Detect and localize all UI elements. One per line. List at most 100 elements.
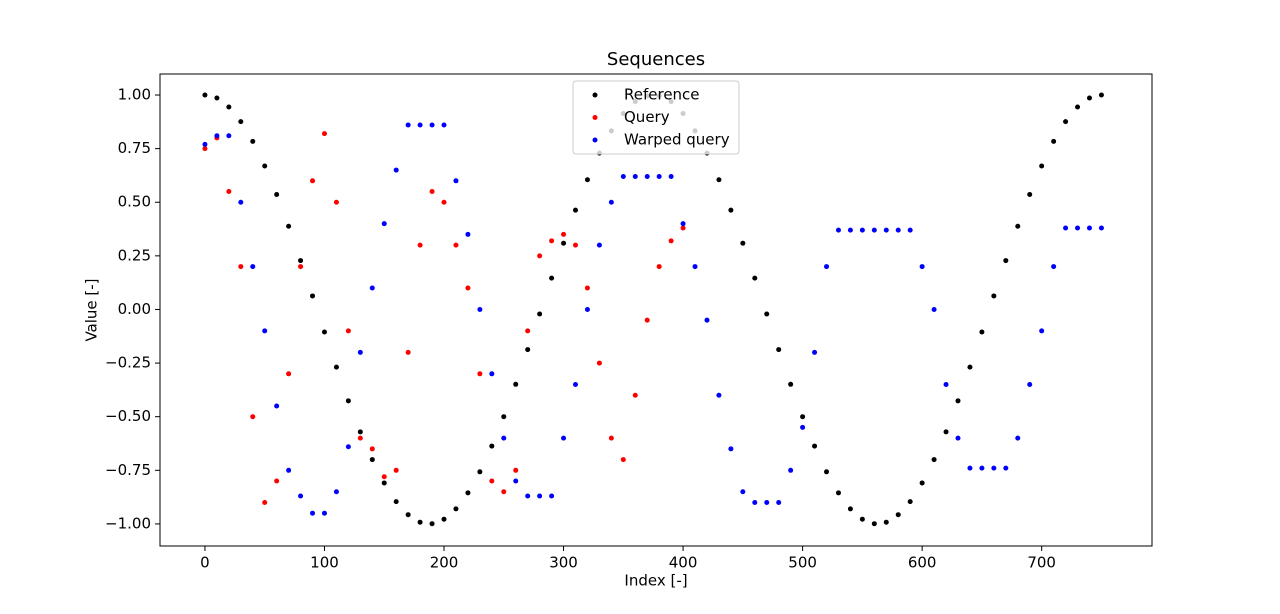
point xyxy=(1063,119,1069,125)
point xyxy=(477,306,483,312)
y-tick-label: −1.00 xyxy=(105,514,151,532)
point xyxy=(310,178,316,184)
point xyxy=(274,478,280,484)
point xyxy=(680,221,686,227)
x-tick-label: 400 xyxy=(669,554,698,572)
legend-box xyxy=(572,80,740,155)
point xyxy=(967,465,973,471)
point xyxy=(453,506,459,512)
point xyxy=(393,467,399,473)
point xyxy=(226,189,232,195)
point xyxy=(238,119,244,125)
point xyxy=(202,146,208,152)
point xyxy=(919,480,925,486)
point xyxy=(728,446,734,452)
point xyxy=(812,349,818,355)
point xyxy=(537,493,543,499)
point xyxy=(835,490,841,496)
point xyxy=(549,493,555,499)
y-tick-label: 0.50 xyxy=(118,193,151,211)
plot-area xyxy=(159,73,1153,547)
point xyxy=(668,238,674,244)
point xyxy=(620,174,626,180)
point xyxy=(871,521,877,527)
point xyxy=(321,510,327,516)
point xyxy=(561,231,567,237)
point xyxy=(572,382,578,388)
point xyxy=(620,457,626,463)
point xyxy=(429,521,435,527)
point xyxy=(226,133,232,139)
point xyxy=(214,133,220,139)
point xyxy=(489,478,495,484)
point xyxy=(824,469,830,475)
point xyxy=(596,242,602,248)
point xyxy=(274,403,280,409)
point xyxy=(1075,225,1081,231)
point xyxy=(310,293,316,299)
point xyxy=(752,275,758,281)
point xyxy=(262,499,268,505)
x-tick-label: 200 xyxy=(430,554,459,572)
x-tick-label: 0 xyxy=(200,554,210,572)
point xyxy=(453,242,459,248)
point xyxy=(955,435,961,441)
point xyxy=(644,174,650,180)
point xyxy=(776,347,782,353)
point xyxy=(608,435,614,441)
point xyxy=(286,223,292,229)
point xyxy=(345,328,351,334)
point xyxy=(752,499,758,505)
point xyxy=(537,253,543,259)
point xyxy=(1075,104,1081,110)
point xyxy=(632,174,638,180)
point xyxy=(907,499,913,505)
point xyxy=(764,499,770,505)
point xyxy=(716,177,722,183)
point xyxy=(357,349,363,355)
point xyxy=(513,467,519,473)
point xyxy=(333,489,339,495)
point xyxy=(584,177,590,183)
point xyxy=(1051,264,1057,270)
point xyxy=(979,329,985,335)
point xyxy=(417,122,423,128)
point xyxy=(262,163,268,169)
y-tick-label: −0.50 xyxy=(105,407,151,425)
point xyxy=(824,264,830,270)
x-axis-label: Index [-] xyxy=(624,572,687,590)
point xyxy=(1015,435,1021,441)
point xyxy=(513,478,519,484)
y-tick-label: 0.25 xyxy=(118,246,151,264)
y-tick-label: 0.75 xyxy=(118,139,151,157)
point xyxy=(369,446,375,452)
point xyxy=(202,141,208,147)
x-tick-label: 300 xyxy=(549,554,578,572)
point xyxy=(381,221,387,227)
point xyxy=(943,429,949,435)
point xyxy=(1027,192,1033,198)
point xyxy=(847,227,853,233)
point xyxy=(680,225,686,231)
point xyxy=(250,264,256,270)
point xyxy=(525,347,531,353)
point xyxy=(286,467,292,473)
point xyxy=(250,414,256,420)
point xyxy=(847,506,853,512)
point xyxy=(632,392,638,398)
legend-marker xyxy=(592,115,598,120)
legend-marker xyxy=(592,92,598,98)
point xyxy=(489,371,495,377)
point xyxy=(656,174,662,180)
point xyxy=(895,512,901,518)
point xyxy=(489,443,495,449)
point xyxy=(250,138,256,144)
point xyxy=(369,285,375,291)
y-tick-label: 0.00 xyxy=(118,300,151,318)
point xyxy=(465,231,471,237)
point xyxy=(704,317,710,323)
point xyxy=(895,227,901,233)
point xyxy=(692,264,698,270)
legend-label: Reference xyxy=(624,86,700,104)
point xyxy=(572,242,578,248)
